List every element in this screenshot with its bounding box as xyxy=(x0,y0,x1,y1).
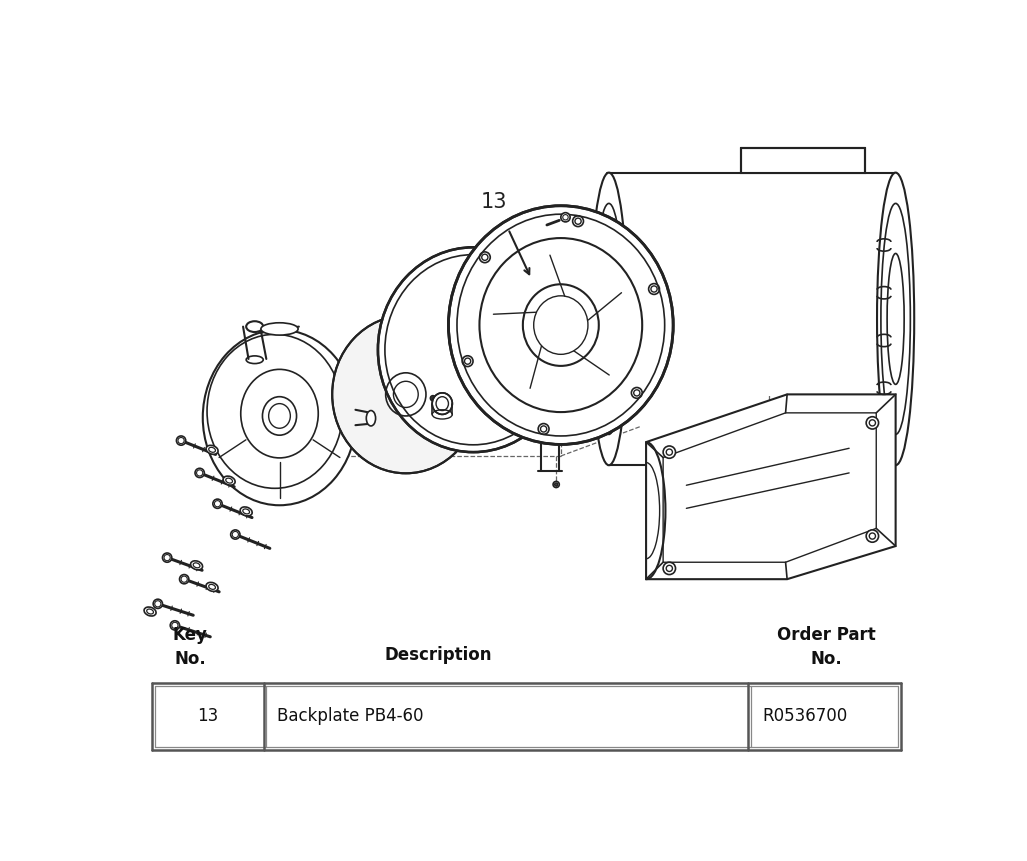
Text: Backplate PB4-60: Backplate PB4-60 xyxy=(277,707,424,725)
Circle shape xyxy=(195,468,204,478)
Ellipse shape xyxy=(576,304,582,316)
Text: Description: Description xyxy=(385,646,492,664)
Polygon shape xyxy=(663,413,876,562)
Ellipse shape xyxy=(240,507,253,516)
Ellipse shape xyxy=(144,607,156,616)
Ellipse shape xyxy=(223,476,235,485)
Ellipse shape xyxy=(881,203,910,435)
Ellipse shape xyxy=(449,206,674,444)
Ellipse shape xyxy=(202,330,356,505)
Circle shape xyxy=(162,553,172,562)
Circle shape xyxy=(663,446,676,458)
Ellipse shape xyxy=(432,393,452,414)
Circle shape xyxy=(177,436,186,445)
Circle shape xyxy=(180,574,189,584)
Text: R0536700: R0536700 xyxy=(762,707,847,725)
Polygon shape xyxy=(740,148,865,172)
Circle shape xyxy=(866,530,878,542)
Circle shape xyxy=(555,483,558,486)
Circle shape xyxy=(866,417,878,429)
Ellipse shape xyxy=(367,411,376,426)
Text: 13: 13 xyxy=(481,192,507,212)
Ellipse shape xyxy=(261,323,298,335)
Ellipse shape xyxy=(591,172,627,465)
Ellipse shape xyxy=(246,321,263,332)
Ellipse shape xyxy=(877,172,914,465)
Text: Key
No.: Key No. xyxy=(173,626,207,668)
Ellipse shape xyxy=(206,445,218,455)
Text: Order Part
No.: Order Part No. xyxy=(776,626,875,668)
Circle shape xyxy=(663,562,676,574)
Circle shape xyxy=(430,395,435,401)
Text: 13: 13 xyxy=(197,707,219,725)
Circle shape xyxy=(213,499,222,508)
Ellipse shape xyxy=(206,582,218,592)
Circle shape xyxy=(561,213,570,222)
Ellipse shape xyxy=(191,561,202,570)
Circle shape xyxy=(231,530,240,539)
Ellipse shape xyxy=(332,315,480,474)
Ellipse shape xyxy=(378,247,569,452)
Circle shape xyxy=(153,599,162,609)
Polygon shape xyxy=(646,394,896,579)
Circle shape xyxy=(170,621,180,630)
